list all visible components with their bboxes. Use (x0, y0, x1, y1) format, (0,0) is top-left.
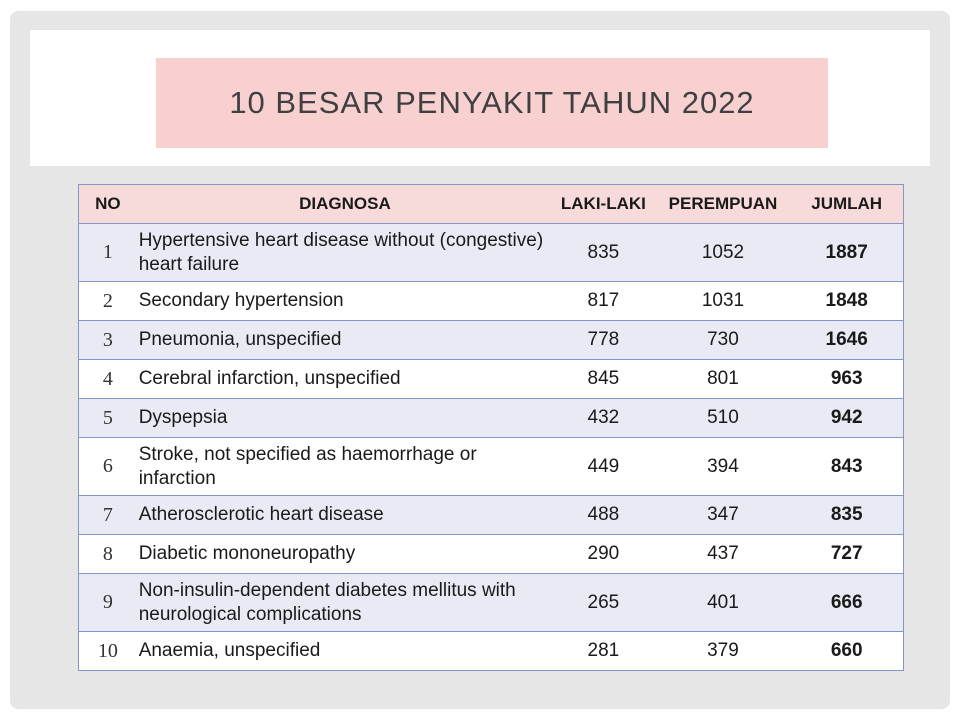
cell-diagnosa: Diabetic mononeuropathy (136, 534, 552, 574)
cell-no: 7 (78, 495, 137, 535)
cell-laki-laki: 488 (551, 495, 656, 535)
cell-perempuan: 1052 (655, 223, 791, 282)
cell-laki-laki: 449 (551, 437, 656, 496)
cell-diagnosa: Atherosclerotic heart disease (136, 495, 552, 535)
cell-jumlah: 835 (790, 495, 904, 535)
cell-diagnosa: Secondary hypertension (136, 281, 552, 321)
cell-diagnosa: Pneumonia, unspecified (136, 320, 552, 360)
cell-no: 6 (78, 437, 137, 496)
cell-jumlah: 1646 (790, 320, 904, 360)
cell-perempuan: 437 (655, 534, 791, 574)
table-row: 2 Secondary hypertension 817 1031 1848 (78, 281, 904, 321)
cell-laki-laki: 778 (551, 320, 656, 360)
table-row: 8 Diabetic mononeuropathy 290 437 727 (78, 534, 904, 574)
table-row: 3 Pneumonia, unspecified 778 730 1646 (78, 320, 904, 360)
cell-no: 9 (78, 573, 137, 632)
table-row: 10 Anaemia, unspecified 281 379 660 (78, 631, 904, 671)
cell-perempuan: 401 (655, 573, 791, 632)
cell-jumlah: 1887 (790, 223, 904, 282)
cell-no: 1 (78, 223, 137, 282)
cell-perempuan: 730 (655, 320, 791, 360)
cell-diagnosa: Anaemia, unspecified (136, 631, 552, 671)
cell-diagnosa: Cerebral infarction, unspecified (136, 359, 552, 399)
cell-laki-laki: 290 (551, 534, 656, 574)
cell-laki-laki: 845 (551, 359, 656, 399)
cell-laki-laki: 265 (551, 573, 656, 632)
cell-no: 4 (78, 359, 137, 399)
cell-diagnosa: Hypertensive heart disease without (cong… (136, 223, 552, 282)
slide-title: 10 BESAR PENYAKIT TAHUN 2022 (229, 85, 755, 120)
cell-no: 3 (78, 320, 137, 360)
cell-jumlah: 666 (790, 573, 904, 632)
cell-jumlah: 942 (790, 398, 904, 438)
cell-no: 2 (78, 281, 137, 321)
cell-no: 8 (78, 534, 137, 574)
cell-perempuan: 394 (655, 437, 791, 496)
table-row: 4 Cerebral infarction, unspecified 845 8… (78, 359, 904, 399)
header-perempuan: PEREMPUAN (655, 184, 791, 224)
cell-no: 5 (78, 398, 137, 438)
cell-diagnosa: Non-insulin-dependent diabetes mellitus … (136, 573, 552, 632)
cell-jumlah: 660 (790, 631, 904, 671)
title-bar: 10 BESAR PENYAKIT TAHUN 2022 (156, 58, 828, 148)
cell-perempuan: 379 (655, 631, 791, 671)
cell-jumlah: 843 (790, 437, 904, 496)
cell-laki-laki: 835 (551, 223, 656, 282)
cell-perempuan: 1031 (655, 281, 791, 321)
cell-jumlah: 727 (790, 534, 904, 574)
cell-jumlah: 963 (790, 359, 904, 399)
table-row: 6 Stroke, not specified as haemorrhage o… (78, 437, 904, 496)
cell-diagnosa: Stroke, not specified as haemorrhage or … (136, 437, 552, 496)
cell-perempuan: 510 (655, 398, 791, 438)
header-diagnosa: DIAGNOSA (136, 184, 552, 224)
table-row: 5 Dyspepsia 432 510 942 (78, 398, 904, 438)
table-row: 1 Hypertensive heart disease without (co… (78, 223, 904, 282)
cell-perempuan: 801 (655, 359, 791, 399)
cell-diagnosa: Dyspepsia (136, 398, 552, 438)
disease-table: NO DIAGNOSA LAKI-LAKI PEREMPUAN JUMLAH 1… (78, 184, 904, 671)
cell-no: 10 (78, 631, 137, 671)
cell-laki-laki: 817 (551, 281, 656, 321)
cell-laki-laki: 281 (551, 631, 656, 671)
cell-perempuan: 347 (655, 495, 791, 535)
header-laki-laki: LAKI-LAKI (551, 184, 656, 224)
cell-jumlah: 1848 (790, 281, 904, 321)
header-jumlah: JUMLAH (790, 184, 904, 224)
cell-laki-laki: 432 (551, 398, 656, 438)
table-row: 9 Non-insulin-dependent diabetes mellitu… (78, 573, 904, 632)
table-row: 7 Atherosclerotic heart disease 488 347 … (78, 495, 904, 535)
table-header-row: NO DIAGNOSA LAKI-LAKI PEREMPUAN JUMLAH (78, 184, 904, 224)
header-no: NO (78, 184, 137, 224)
